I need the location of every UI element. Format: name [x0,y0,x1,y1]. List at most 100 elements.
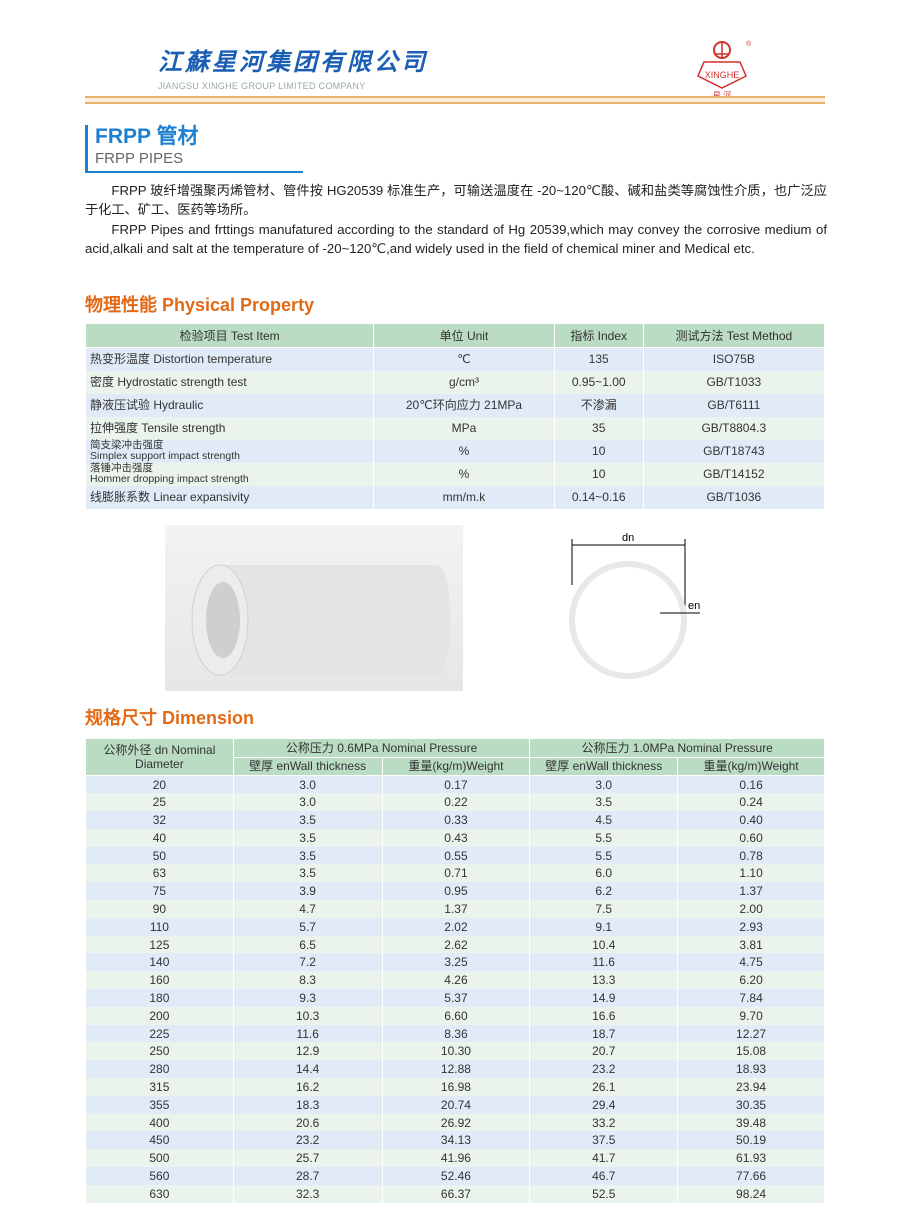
dimension-cell: 160 [85,971,234,990]
property-cell: 简支梁冲击强度 Simplex support impact strength [84,439,375,463]
property-cell: 20℃环向应力 21MPa [373,393,555,417]
dimension-cell: 5.37 [381,989,531,1007]
company-name-cn: 江蘇星河集团有限公司 [158,47,428,76]
dimension-cell: 63 [85,864,234,883]
dimension-cell: 6.20 [677,971,825,990]
physical-property-heading: 物理性能 Physical Property [85,295,315,315]
dimension-row: 280 14.4 12.88 23.2 18.93 [85,1060,825,1079]
dimension-cell: 20 [85,775,234,794]
dimension-cell: 9.1 [529,917,679,936]
dimension-cell: 560 [85,1167,234,1185]
property-cell: 10 [553,462,644,486]
property-cell: 拉伸强度 Tensile strength [84,416,375,440]
property-cell: 0.95~1.00 [553,370,644,394]
dimension-cell: 3.81 [677,935,825,954]
dimension-cell: 9.3 [232,989,383,1007]
dimension-cell: 140 [85,953,234,972]
dimension-cell: 26.1 [529,1078,679,1096]
section-title: FRPP 管材 [95,125,199,148]
intro: FRPP 玻纤增强聚丙烯管材、管件按 HG20539 标准生产，可输送温度在 -… [85,181,827,258]
col-wall-thickness-0-6: 壁厚 enWall thickness [232,756,383,776]
dimension-cell: 12.27 [677,1024,825,1043]
col-index: 指标 Index [553,323,644,348]
dimension-cell: 23.2 [232,1131,383,1150]
property-cell: 热变形温度 Distortion temperature [84,347,375,371]
section-subtitle: FRPP PIPES [95,150,184,167]
dimension-cell: 7.84 [677,989,825,1007]
dimension-cell: 3.5 [232,828,383,847]
dimension-cell: 3.0 [232,775,383,794]
property-cell: ℃ [373,347,555,371]
dimension-row: 75 3.9 0.95 6.2 1.37 [85,882,825,901]
intro-en: FRPP Pipes and frttings manufatured acco… [85,222,827,256]
dimension-cell: 8.3 [232,971,383,990]
xinghe-logo: XINGHE 星 河 ® [697,40,752,100]
property-cell: 落锤冲击强度 Hommer dropping impact strength [84,462,375,486]
dimension-cell: 3.25 [381,953,531,972]
dimension-row: 500 25.7 41.96 41.7 61.93 [85,1149,825,1168]
dimension-cell: 12.9 [232,1042,383,1061]
dimension-cell: 10.3 [232,1006,383,1025]
dimension-row: 20 3.0 0.17 3.0 0.16 [85,775,825,794]
dimension-row: 250 12.9 10.30 20.7 15.08 [85,1042,825,1061]
property-cell: 10 [553,439,644,463]
dimension-cell: 4.5 [529,811,679,829]
dimension-cell: 18.7 [529,1024,679,1043]
dimension-row: 40 3.5 0.43 5.5 0.60 [85,828,825,847]
property-cell: % [373,462,555,486]
dimension-cell: 20.74 [381,1095,531,1114]
dimension-cell: 0.16 [677,775,825,794]
dimension-cell: 37.5 [529,1131,679,1150]
dimension-cell: 0.33 [381,811,531,829]
property-cell: % [373,439,555,463]
property-cell: 135 [553,347,644,371]
property-cell: 线膨胀系数 Linear expansivity [84,485,375,509]
dimension-cell: 7.5 [529,900,679,918]
dimension-cell: 13.3 [529,971,679,990]
logo-cn: 星 河 [713,90,731,100]
property-cell: GB/T14152 [642,462,826,486]
col-wall-thickness-1-0: 壁厚 enWall thickness [529,756,679,776]
property-cell: 35 [553,416,644,440]
dimension-cell: 14.9 [529,989,679,1007]
dimension-cell: 500 [85,1149,234,1168]
dimension-cell: 20.7 [529,1042,679,1061]
dimension-cell: 200 [85,1006,234,1025]
dimension-row: 400 20.6 26.92 33.2 39.48 [85,1113,825,1132]
dimension-cell: 18.3 [232,1095,383,1114]
col-nominal-diameter: 公称外径 dn Nominal Diameter [85,738,234,776]
dimension-cell: 11.6 [232,1024,383,1043]
dimension-cell: 355 [85,1095,234,1114]
dimension-cell: 61.93 [677,1149,825,1168]
group-1-0mpa: 公称压力 1.0MPa Nominal Pressure [529,738,825,758]
company-name-en: JIANGSU XINGHE GROUP LIMITED COMPANY [158,81,366,91]
pipe-cross-section-diagram: dn en [569,532,700,679]
dimension-cell: 4.75 [677,953,825,972]
property-row: 简支梁冲击强度 Simplex support impact strength% 1… [84,439,826,463]
property-cell: GB/T6111 [642,393,826,417]
dimension-cell: 39.48 [677,1113,825,1132]
dimension-row: 125 6.5 2.62 10.4 3.81 [85,935,825,954]
dimension-cell: 0.43 [381,828,531,847]
property-row: 静液压试验 Hydraulic 20℃环向应力 21MPa 不渗漏 GB/T6111 [84,393,826,417]
dimension-cell: 66.37 [381,1184,531,1203]
dimension-cell: 5.5 [529,846,679,865]
dimension-cell: 250 [85,1042,234,1061]
dimension-cell: 0.24 [677,793,825,812]
dimension-cell: 20.6 [232,1113,383,1132]
dimension-cell: 12.88 [381,1060,531,1079]
dimension-cell: 0.60 [677,828,825,847]
dimension-cell: 77.66 [677,1167,825,1185]
intro-cn: FRPP 玻纤增强聚丙烯管材、管件按 HG20539 标准生产，可输送温度在 -… [85,183,827,217]
dimension-cell: 40 [85,828,234,847]
dimension-cell: 6.5 [232,935,383,954]
dimension-cell: 3.0 [232,793,383,812]
dimension-cell: 33.2 [529,1113,679,1132]
dimension-cell: 1.10 [677,864,825,883]
dimension-row: 63 3.5 0.71 6.0 1.10 [85,864,825,883]
dn-label: dn [622,532,634,544]
property-cell: 密度 Hydrostatic strength test [84,370,375,394]
dimension-cell: 30.35 [677,1095,825,1114]
col-test-item: 检验项目 Test Item [84,323,375,348]
dimension-cell: 50.19 [677,1131,825,1150]
